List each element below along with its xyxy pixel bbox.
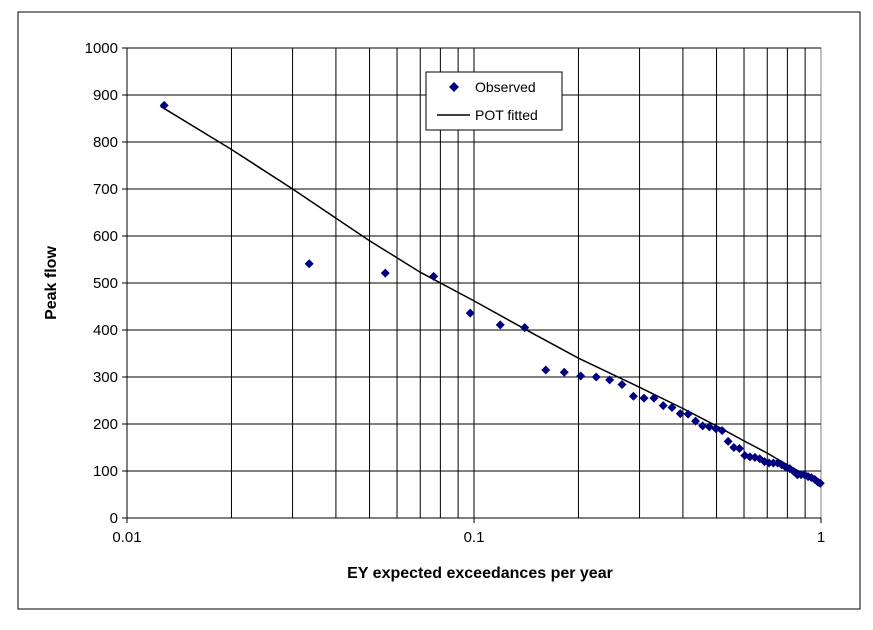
y-axis-title: Peak flow — [43, 246, 60, 320]
observed-point — [691, 416, 701, 426]
observed-point — [159, 100, 169, 110]
observed-point — [495, 320, 505, 330]
observed-point — [605, 375, 615, 385]
x-axis-title: EY expected exceedances per year — [347, 565, 613, 582]
y-tick-label: 0 — [110, 510, 118, 527]
observed-point — [304, 259, 314, 269]
observed-point — [683, 409, 693, 419]
y-tick-label: 1000 — [85, 40, 118, 57]
observed-point — [541, 365, 551, 375]
y-tick-label: 500 — [93, 275, 118, 292]
observed-point — [639, 393, 649, 403]
observed-point — [576, 371, 586, 381]
y-tick-label: 900 — [93, 87, 118, 104]
y-tick-label: 200 — [93, 416, 118, 433]
observed-point — [704, 422, 714, 432]
observed-point — [429, 271, 439, 281]
x-tick-label: 0.1 — [464, 529, 485, 546]
observed-point — [729, 443, 739, 452]
grid-lines — [127, 47, 821, 518]
y-tick-label: 800 — [93, 134, 118, 151]
observed-point — [745, 452, 755, 462]
y-tick-label: 300 — [93, 369, 118, 386]
observed-point — [717, 426, 727, 436]
observed-point — [667, 403, 677, 413]
y-tick-label: 100 — [93, 463, 118, 480]
observed-point — [723, 436, 733, 446]
observed-point — [559, 367, 569, 377]
x-tick-label: 0.01 — [112, 529, 141, 546]
observed-point — [815, 478, 825, 488]
y-tick-label: 600 — [93, 228, 118, 245]
observed-point — [628, 391, 638, 401]
observed-point — [617, 380, 627, 390]
legend-fitted-label: POT fitted — [475, 107, 538, 123]
observed-point — [734, 443, 744, 453]
observed-point — [520, 323, 530, 333]
legend-observed-label: Observed — [475, 79, 536, 95]
series-layer — [159, 100, 825, 488]
y-tick-label: 400 — [93, 322, 118, 339]
x-tick-label: 1 — [817, 529, 825, 546]
observed-point — [591, 372, 601, 382]
observed-point — [649, 393, 659, 403]
observed-point — [675, 409, 685, 419]
y-tick-label: 700 — [93, 181, 118, 198]
axes: 0 100 200 300 400 500 600 700 800 900 1000 0.01 0.1 1 — [85, 40, 826, 546]
observed-point — [380, 268, 390, 278]
observed-point — [658, 401, 668, 411]
observed-point — [698, 421, 708, 431]
legend: Observed POT fitted — [425, 71, 563, 131]
observed-point — [465, 308, 475, 318]
legend-observed-marker — [449, 82, 459, 92]
legend-box — [425, 71, 563, 131]
